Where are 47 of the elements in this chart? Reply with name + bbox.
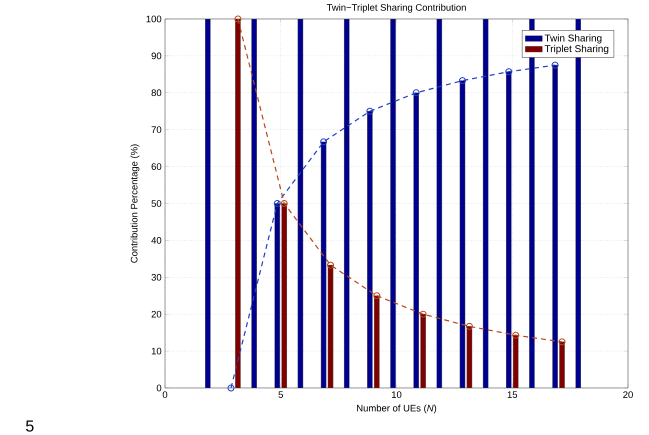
x-axis-title: Number of UEs (N): [357, 404, 436, 414]
y-tick-label: 70: [152, 126, 162, 134]
bar: [390, 18, 396, 388]
y-tick-label: 40: [151, 237, 162, 244]
point: [320, 138, 328, 146]
bar: [205, 18, 211, 388]
y-tick-label: 30: [151, 274, 162, 281]
y-tick-label: 60: [152, 163, 162, 170]
point: [280, 200, 288, 207]
bar: [529, 18, 535, 388]
point: [274, 200, 281, 207]
x-tick-label: 10: [392, 391, 402, 398]
point: [327, 262, 334, 269]
y-tick-label: 20: [152, 310, 162, 318]
y-axis-title: Contribution Percentage (%): [130, 144, 140, 263]
bar: [251, 18, 257, 388]
bar: [235, 18, 241, 388]
point: [512, 332, 520, 339]
x-tick-label: 0: [162, 391, 168, 398]
y-tick-label: 50: [152, 200, 162, 207]
x-tick-label: 15: [508, 391, 518, 398]
chart-title: Twin−Triplet Sharing Contribution: [326, 4, 466, 13]
y-tick-label: 90: [152, 52, 162, 60]
y-tick-label: 80: [152, 89, 162, 96]
point: [458, 77, 466, 84]
point: [552, 62, 559, 69]
y-tick-label: 0: [156, 384, 162, 392]
y-tick-label: 100: [146, 16, 162, 22]
bar: [344, 18, 350, 388]
point: [228, 384, 234, 392]
point: [234, 15, 242, 22]
x-tick-label: 5: [278, 391, 283, 398]
point: [505, 68, 512, 76]
point: [412, 89, 420, 96]
point: [558, 338, 566, 346]
legend-label: Triplet Sharing: [544, 44, 608, 54]
point: [466, 322, 473, 330]
legend-label: Twin Sharing: [544, 34, 602, 44]
point: [420, 310, 427, 318]
point: [373, 292, 380, 300]
y-tick-label: 10: [152, 348, 162, 354]
x-tick-label: 20: [623, 391, 633, 398]
point: [366, 108, 374, 115]
text: 5: [26, 420, 34, 432]
bar: [482, 18, 488, 388]
bar: [436, 18, 442, 388]
bar: [298, 18, 304, 388]
